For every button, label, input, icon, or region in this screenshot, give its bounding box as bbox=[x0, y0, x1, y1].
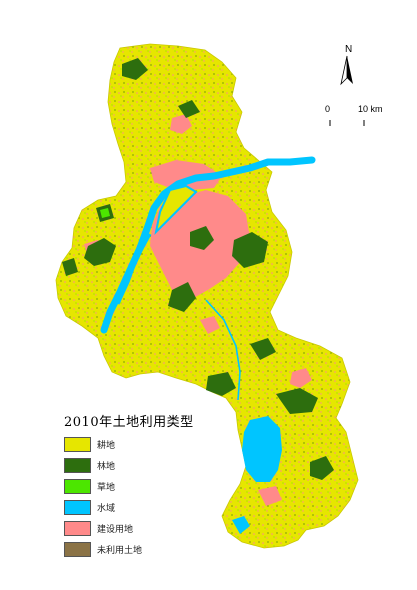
legend-title: 2010年土地利用类型 bbox=[64, 415, 194, 430]
legend-label: 耕地 bbox=[97, 441, 116, 451]
forest-patch-3 bbox=[232, 232, 268, 268]
forest-patch-5 bbox=[276, 388, 318, 414]
forest-patch-12 bbox=[250, 338, 276, 360]
forest-patch-10 bbox=[62, 258, 78, 276]
forest-patch-7 bbox=[310, 456, 334, 480]
legend-item: 草地 bbox=[64, 477, 224, 496]
built-up-patch-2 bbox=[290, 368, 312, 388]
legend-item: 未利用土地 bbox=[64, 540, 224, 559]
legend-swatch-forest bbox=[64, 458, 91, 473]
forest-patch-6 bbox=[206, 372, 236, 396]
forest-patch-11 bbox=[178, 100, 200, 118]
forest-patch-8 bbox=[122, 58, 148, 80]
forest-patch-4 bbox=[168, 282, 196, 312]
legend-swatch-water bbox=[64, 500, 91, 515]
legend-item: 耕地 bbox=[64, 435, 224, 454]
built-up-patch-1 bbox=[170, 114, 192, 134]
lake bbox=[242, 416, 282, 482]
legend-item: 水域 bbox=[64, 498, 224, 517]
legend: 2010年土地利用类型 耕地 林地 草地 水域 建设用地 未利用土地 bbox=[64, 411, 224, 561]
grassland-patch bbox=[100, 208, 110, 218]
legend-swatch-grassland bbox=[64, 479, 91, 494]
legend-label: 建设用地 bbox=[97, 525, 134, 535]
scale-bar bbox=[326, 104, 386, 128]
legend-item: 林地 bbox=[64, 456, 224, 475]
region-outline bbox=[55, 43, 359, 549]
scale-end: 10 km bbox=[358, 104, 383, 114]
forest-patch-1 bbox=[84, 238, 116, 266]
creek bbox=[205, 299, 241, 401]
scale-bar-icon bbox=[329, 120, 365, 126]
legend-swatch-built bbox=[64, 521, 91, 536]
legend-label: 草地 bbox=[97, 483, 116, 493]
north-arrow-icon bbox=[340, 55, 353, 86]
built-up-patch-4 bbox=[258, 486, 282, 506]
built-up-north bbox=[150, 160, 222, 190]
forest-patch-2 bbox=[190, 226, 214, 250]
legend-label: 林地 bbox=[97, 462, 116, 472]
river-branch bbox=[116, 233, 152, 305]
north-arrow bbox=[334, 44, 360, 90]
built-up-patch-3 bbox=[200, 316, 220, 334]
legend-label: 未利用土地 bbox=[97, 546, 143, 556]
river-island bbox=[154, 184, 198, 236]
south-water bbox=[232, 516, 250, 534]
legend-swatch-unused bbox=[64, 542, 91, 557]
legend-item: 建设用地 bbox=[64, 519, 224, 538]
legend-swatch-cropland bbox=[64, 437, 91, 452]
north-label: N bbox=[345, 44, 353, 55]
legend-label: 水域 bbox=[97, 504, 116, 514]
scale-zero: 0 bbox=[325, 104, 331, 114]
